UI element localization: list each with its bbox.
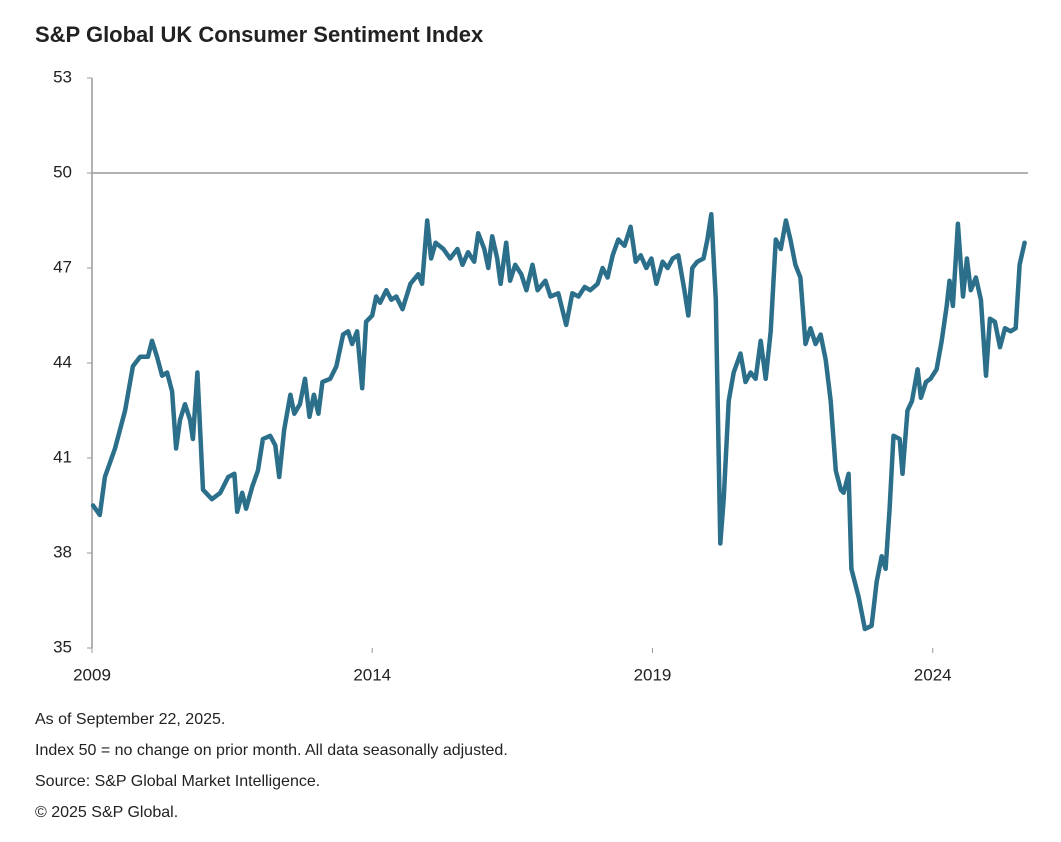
series-line (90, 211, 1027, 632)
y-tick-label: 44 (53, 352, 72, 371)
y-tick-label: 47 (53, 257, 72, 276)
y-tick-label: 41 (53, 447, 72, 466)
x-tick-label: 2009 (73, 665, 111, 684)
footnote: Index 50 = no change on prior month. All… (35, 742, 508, 759)
x-tick-label: 2024 (914, 665, 952, 684)
footnote: As of September 22, 2025. (35, 711, 225, 728)
footnote: Source: S&P Global Market Intelligence. (35, 773, 320, 790)
y-tick-label: 38 (53, 542, 72, 561)
x-tick-label: 2014 (353, 665, 391, 684)
x-tick-label: 2019 (634, 665, 672, 684)
y-tick-label: 50 (53, 162, 72, 181)
footnote: © 2025 S&P Global. (35, 804, 178, 821)
chart-title: S&P Global UK Consumer Sentiment Index (35, 22, 484, 47)
y-tick-label: 53 (53, 67, 72, 86)
y-tick-label: 35 (53, 637, 72, 656)
